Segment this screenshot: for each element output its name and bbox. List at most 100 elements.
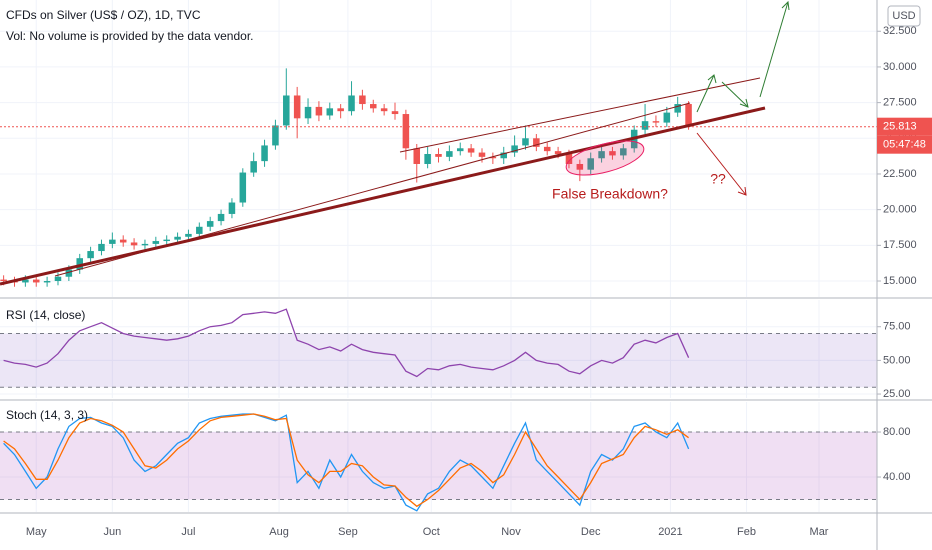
chart-title: CFDs on Silver (US$ / OZ), 1D, TVC	[6, 8, 201, 22]
candle-body	[446, 151, 453, 157]
trend-line	[0, 106, 766, 286]
candle-body	[674, 104, 681, 113]
band-fill	[0, 432, 877, 500]
annotation: False Breakdown?	[552, 186, 668, 202]
candle-body	[685, 104, 692, 127]
currency[interactable]: USD	[892, 10, 915, 22]
series-line	[3, 413, 690, 512]
candle-body	[370, 104, 377, 109]
arrow-head	[707, 74, 717, 84]
candle-body	[315, 106, 323, 116]
countdown-box	[877, 135, 932, 154]
pane-title: Stoch (14, 3, 3)	[6, 408, 88, 422]
y-tick-label: 40.00	[883, 471, 911, 483]
candle-body	[478, 152, 486, 157]
marks	[0, 68, 877, 512]
x-tick-label: Aug	[269, 526, 289, 538]
series-line	[3, 413, 689, 508]
y-tick-label: 25.00	[883, 388, 911, 400]
y-tick-label: 80.00	[883, 426, 911, 438]
candle-body	[467, 148, 475, 153]
y-tick-label: 75.00	[883, 321, 911, 333]
candle-body	[98, 243, 105, 252]
candle-body	[206, 221, 214, 227]
x-tick-label: Jun	[103, 526, 121, 538]
subtitle: Vol: No volume is provided by the data v…	[6, 29, 253, 43]
candle-body	[293, 95, 301, 119]
candle-body	[565, 153, 573, 164]
candle-body	[54, 276, 62, 282]
highlight-ellipse	[565, 140, 645, 176]
candle-body	[228, 202, 236, 214]
currency-box[interactable]	[887, 5, 921, 27]
x-tick-label: Jul	[181, 526, 195, 538]
x-tick-label: Sep	[338, 526, 358, 538]
candle-body	[511, 145, 518, 153]
x-tick-label: Oct	[423, 526, 440, 538]
series-line	[3, 308, 690, 378]
candle-body	[76, 258, 83, 270]
candle-body	[598, 151, 605, 159]
candle-body	[380, 108, 388, 112]
candle-body	[196, 226, 203, 234]
candle-body	[435, 153, 442, 157]
candle-body	[641, 121, 649, 130]
candle-body	[522, 138, 529, 146]
candle-body	[543, 146, 551, 152]
candle-body	[272, 125, 279, 146]
candle-body	[163, 239, 170, 242]
y-tick-label: 30.000	[883, 61, 917, 73]
arrow	[721, 81, 749, 108]
candle-body	[620, 148, 627, 156]
arrow	[696, 132, 747, 196]
candle-body	[239, 172, 247, 203]
candle-body	[109, 239, 116, 244]
candle-body	[65, 269, 73, 277]
x-tick-label: 2021	[658, 526, 682, 538]
x-tick-label: May	[26, 526, 47, 538]
candle-body	[283, 95, 290, 126]
x-tick-label: Feb	[737, 526, 756, 538]
annotation: ??	[710, 171, 726, 187]
y-tick-label: 32.500	[883, 25, 917, 37]
arrow-head	[781, 0, 790, 11]
pane-title: RSI (14, close)	[6, 308, 85, 322]
candle-body	[337, 108, 344, 112]
candle-body	[359, 95, 366, 105]
candle-body	[261, 145, 268, 162]
candle-body	[391, 111, 399, 115]
candle-body	[174, 236, 181, 240]
candle-body	[185, 233, 192, 237]
candle-body	[652, 121, 660, 123]
y-tick-label: 22.500	[883, 168, 917, 180]
candle-body	[533, 138, 540, 147]
y-tick-label: 20.000	[883, 204, 917, 216]
x-tick-label: Nov	[501, 526, 521, 538]
candle-body	[43, 281, 51, 283]
candle-body	[663, 112, 671, 123]
candle-body	[152, 241, 160, 244]
candle-body	[456, 148, 464, 152]
y-tick-label: 27.500	[883, 97, 917, 109]
candle-body	[130, 242, 138, 246]
candle-body	[554, 151, 562, 154]
candle-body	[87, 251, 94, 259]
countdown: 05:47:48	[883, 139, 926, 151]
candle-body	[609, 151, 616, 156]
last-price: 25.813	[883, 121, 917, 133]
candle-body	[326, 108, 334, 116]
candle-body	[402, 114, 410, 149]
channel-line	[399, 77, 761, 153]
arrow	[759, 1, 789, 98]
candle-body	[489, 156, 497, 159]
x-tick-label: Dec	[581, 526, 601, 538]
candle-body	[424, 153, 431, 164]
y-tick-label: 17.500	[883, 239, 917, 251]
candle-body	[217, 213, 225, 222]
candle-body	[576, 163, 584, 170]
y-tick-label: 50.00	[883, 354, 911, 366]
trend-line	[54, 102, 691, 277]
candle-body	[32, 279, 40, 283]
